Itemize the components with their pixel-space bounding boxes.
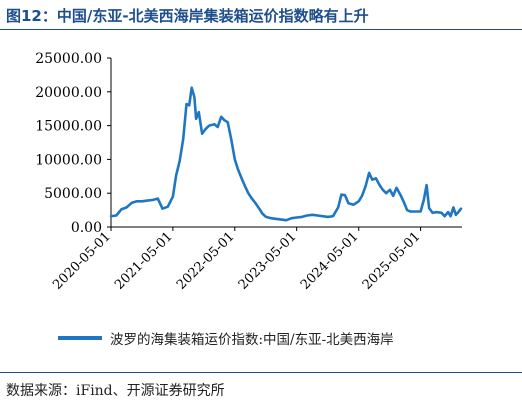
title-bar: 图12：中国/东亚-北美西海岸集装箱运价指数略有上升: [0, 0, 522, 30]
axes: 0.00 5000.00 10000.00 15000.00 20000.00 25000…: [35, 51, 462, 293]
y-tick-label: 0.00: [71, 220, 102, 236]
series-line-0: [109, 86, 463, 222]
x-tick-label: 2022-05-01: [174, 229, 238, 293]
y-tick-label: 10000.00: [35, 152, 102, 168]
x-tick-label: 2021-05-01: [112, 229, 176, 293]
y-tick-label: 25000.00: [35, 51, 102, 67]
source-note: 数据来源：iFind、开源证券研究所: [6, 383, 225, 399]
x-tick-label: 2020-05-01: [50, 229, 114, 293]
plot-area: [109, 86, 463, 222]
footer-divider: [0, 372, 522, 373]
chart-title: 图12：中国/东亚-北美西海岸集装箱运价指数略有上升: [6, 7, 369, 25]
y-tick-label: 5000.00: [44, 186, 102, 202]
legend-label: 波罗的海集装箱运价指数:中国/东亚-北美西海岸: [110, 332, 394, 348]
line-chart: 0.00 5000.00 10000.00 15000.00 20000.00 25000…: [35, 51, 463, 293]
x-tick-label: 2023-05-01: [236, 229, 300, 293]
x-tick-label: 2024-05-01: [298, 229, 362, 293]
x-tick-label: 2025-05-01: [360, 229, 424, 293]
y-tick-label: 15000.00: [35, 119, 102, 135]
legend-swatch: [58, 336, 102, 340]
y-tick-label: 20000.00: [35, 85, 102, 101]
legend: 波罗的海集装箱运价指数:中国/东亚-北美西海岸: [58, 328, 394, 348]
